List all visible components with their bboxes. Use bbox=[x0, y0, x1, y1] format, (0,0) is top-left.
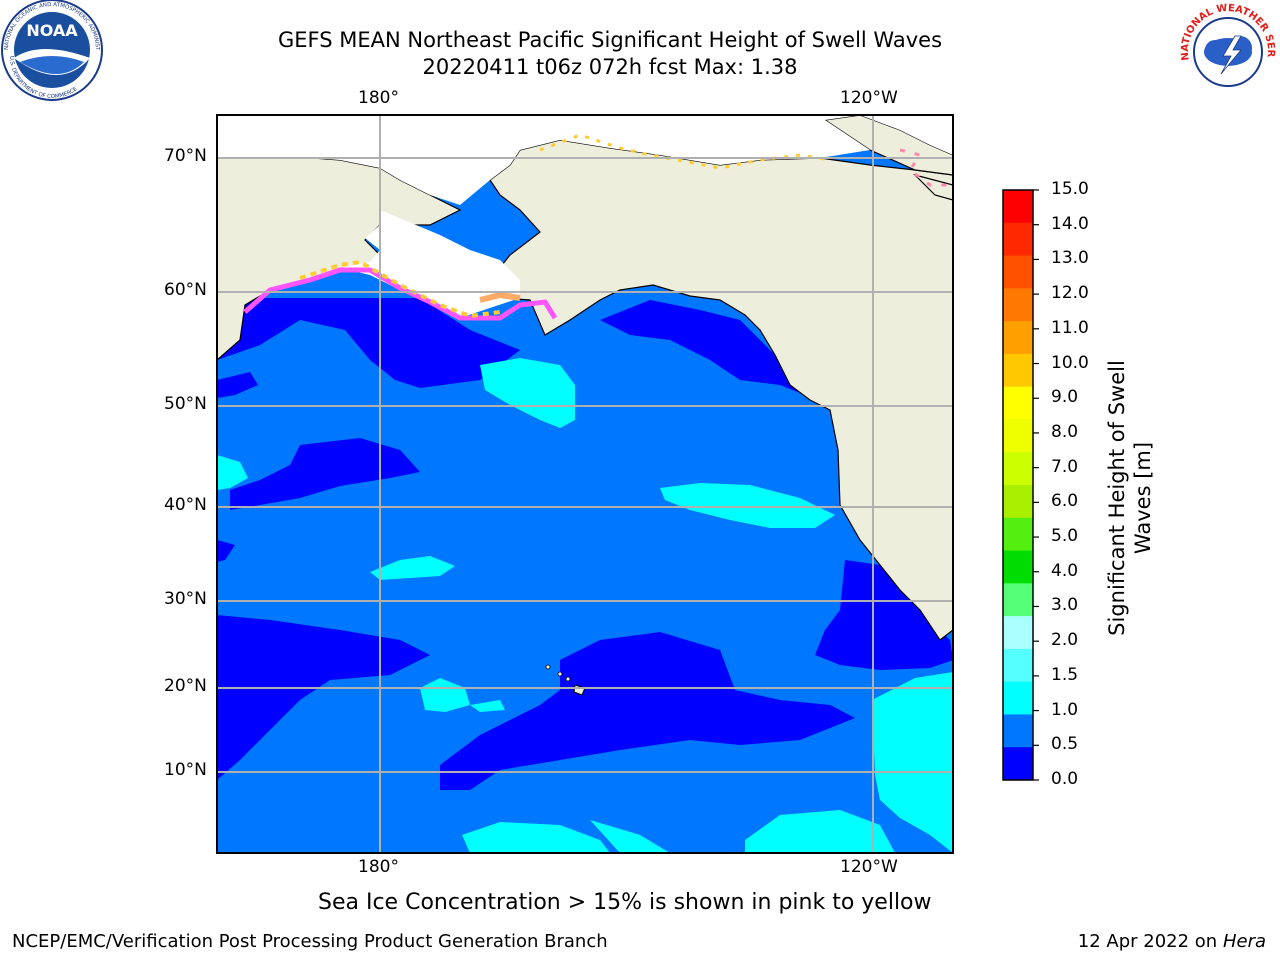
colorbar-tick-label: 1.5 bbox=[1051, 664, 1079, 685]
swell-region-low bbox=[217, 298, 520, 388]
colorbar-title-line2: Waves [m] bbox=[1131, 441, 1155, 555]
lon-label-top: 180° bbox=[358, 88, 399, 108]
swell-region-high bbox=[420, 678, 470, 712]
lon-label-top: 120°W bbox=[840, 88, 898, 108]
colorbar-tick-label: 1.0 bbox=[1051, 699, 1079, 720]
lon-label-bottom: 180° bbox=[358, 857, 399, 877]
colorbar-tick-label: 15.0 bbox=[1051, 179, 1089, 199]
colorbar-band bbox=[1003, 288, 1033, 322]
colorbar-tick-label: 10.0 bbox=[1051, 352, 1089, 373]
sea-ice-edge bbox=[539, 133, 831, 170]
colorbar-band bbox=[1003, 255, 1033, 289]
swell-region-high bbox=[590, 820, 670, 853]
colorbar-band bbox=[1003, 190, 1033, 224]
lat-label: 60°N bbox=[164, 280, 207, 300]
colorbar-band bbox=[1003, 616, 1033, 650]
colorbar-band bbox=[1003, 681, 1033, 715]
colorbar-tick-label: 11.0 bbox=[1051, 317, 1089, 338]
colorbar-tick-label: 6.0 bbox=[1051, 491, 1079, 512]
colorbar-tick-label: 7.0 bbox=[1051, 456, 1079, 477]
lat-label: 70°N bbox=[164, 146, 207, 166]
colorbar-band bbox=[1003, 386, 1033, 420]
colorbar-tick-label: 8.0 bbox=[1051, 421, 1079, 442]
swell-region-low bbox=[815, 560, 953, 670]
swell-region-high bbox=[370, 556, 455, 580]
footer-credit: NCEP/EMC/Verification Post Processing Pr… bbox=[12, 931, 608, 952]
noaa-logo-text: NOAA bbox=[26, 21, 78, 40]
lat-label: 20°N bbox=[164, 676, 207, 696]
colorbar-band bbox=[1003, 353, 1033, 388]
swell-region-low bbox=[217, 615, 430, 780]
nws-logo: NATIONAL WEATHER SERVICE bbox=[1175, 0, 1276, 98]
footer-machine: Hera bbox=[1222, 931, 1266, 952]
map-frame bbox=[216, 114, 954, 854]
colorbar-band bbox=[1003, 419, 1033, 453]
colorbar-band bbox=[1003, 222, 1033, 257]
swell-region-high bbox=[660, 483, 835, 528]
swell-region-high bbox=[462, 822, 610, 853]
colorbar-band bbox=[1003, 747, 1033, 781]
colorbar-tick-label: 12.0 bbox=[1051, 283, 1089, 304]
land bbox=[913, 173, 953, 201]
lat-label: 50°N bbox=[164, 394, 207, 414]
swell-region-low bbox=[217, 540, 235, 562]
footer-date: 12 Apr 2022 on Hera bbox=[1078, 931, 1266, 952]
colorbar-tick-label: 13.0 bbox=[1051, 248, 1089, 269]
swell-region-low bbox=[600, 300, 805, 395]
colorbar-tick-label: 5.0 bbox=[1051, 526, 1079, 547]
noaa-logo: NOAA NATIONAL OCEANIC AND ATMOSPHERIC AD… bbox=[0, 0, 103, 101]
colorbar-tick-label: 3.0 bbox=[1051, 595, 1079, 616]
swell-region-high bbox=[872, 672, 953, 853]
colorbar-band bbox=[1003, 452, 1033, 486]
colorbar-tick-label: 4.0 bbox=[1051, 560, 1079, 581]
footer-date-text: 12 Apr 2022 on bbox=[1077, 931, 1223, 952]
gridlines bbox=[217, 115, 953, 853]
lon-label-bottom: 120°W bbox=[840, 857, 898, 877]
colorbar-band bbox=[1003, 648, 1033, 683]
chart-title: GEFS MEAN Northeast Pacific Significant … bbox=[277, 28, 943, 52]
colorbar-frame bbox=[1002, 189, 1034, 781]
swell-region-low bbox=[230, 438, 420, 510]
colorbar-band bbox=[1003, 485, 1033, 519]
colorbar-tick-label: 2.0 bbox=[1051, 630, 1079, 651]
lat-label: 40°N bbox=[164, 495, 207, 515]
swell-region-high bbox=[745, 810, 895, 853]
colorbar-tick-label: 0.5 bbox=[1051, 734, 1079, 755]
colorbar-band bbox=[1003, 321, 1033, 355]
colorbar-title-line1: Significant Height of Swell bbox=[1105, 360, 1129, 636]
sea-ice-note: Sea Ice Concentration > 15% is shown in … bbox=[318, 890, 932, 915]
colorbar-band bbox=[1003, 583, 1033, 617]
lat-label: 10°N bbox=[164, 760, 207, 780]
colorbar-tick-label: 14.0 bbox=[1051, 213, 1089, 234]
sea-ice-edge bbox=[479, 291, 521, 303]
sea-ice-edge bbox=[243, 267, 558, 321]
sea-ice-white bbox=[217, 115, 953, 205]
lat-label: 30°N bbox=[164, 589, 207, 609]
colorbar-tick-label: 0.0 bbox=[1051, 769, 1079, 789]
colorbar-band bbox=[1003, 714, 1033, 748]
swell-region-high bbox=[480, 358, 575, 428]
chart-subtitle: 20220411 t06z 072h fcst Max: 1.38 bbox=[422, 55, 798, 79]
swell-region-high bbox=[470, 700, 505, 712]
colorbar-band bbox=[1003, 550, 1033, 584]
colorbar-tick-label: 9.0 bbox=[1051, 387, 1079, 408]
swell-region-low bbox=[217, 372, 258, 398]
swell-region-low bbox=[440, 632, 855, 790]
swell-region-high bbox=[217, 455, 248, 490]
colorbar-title: Significant Height of Swell Waves [m] bbox=[1104, 348, 1156, 648]
map-field bbox=[217, 115, 953, 853]
colorbar-band bbox=[1003, 517, 1033, 552]
colorbar bbox=[1002, 189, 1039, 781]
